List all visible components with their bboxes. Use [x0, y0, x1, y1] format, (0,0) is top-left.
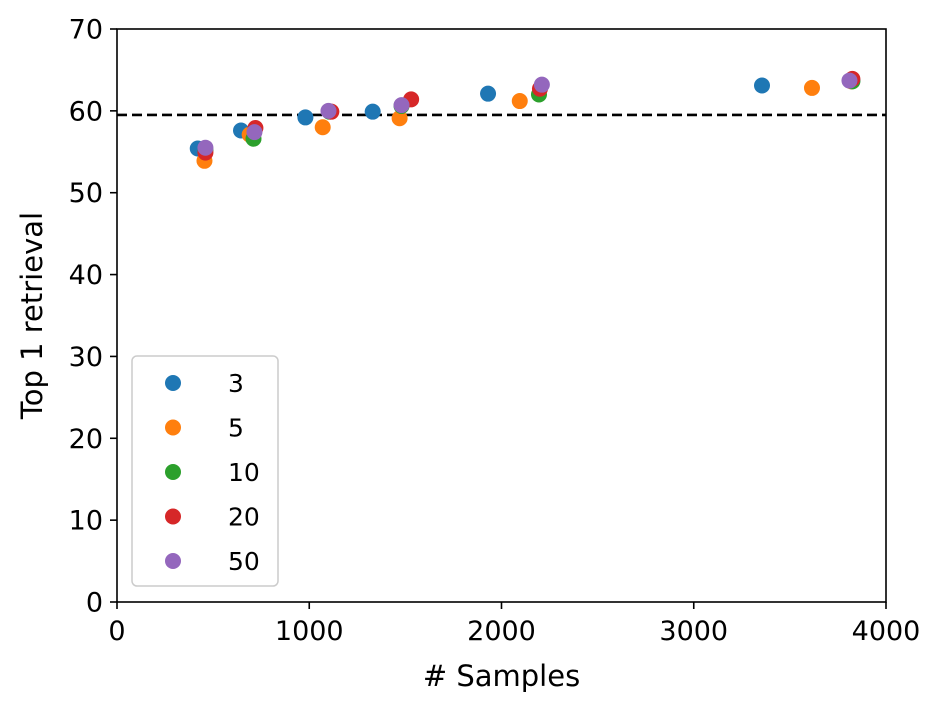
- y-tick-label: 60: [69, 96, 103, 127]
- data-point: [533, 76, 550, 93]
- x-tick-label: 0: [108, 616, 125, 647]
- x-tick-label: 2000: [467, 616, 536, 647]
- legend-box: [131, 355, 279, 587]
- y-tick-label: 10: [69, 506, 103, 537]
- legend-item: 10: [165, 458, 260, 487]
- legend-label: 20: [228, 503, 260, 532]
- data-point: [480, 85, 497, 102]
- y-tick-label: 70: [69, 15, 103, 46]
- legend-item: 3: [165, 369, 244, 398]
- x-axis-ticks: 0 1000 2000 3000 4000: [108, 602, 920, 647]
- y-tick-label: 50: [69, 178, 103, 209]
- legend-label: 3: [228, 369, 244, 398]
- legend-marker: [165, 553, 181, 569]
- data-point: [753, 77, 770, 94]
- y-tick-label: 20: [69, 424, 103, 455]
- legend-marker: [165, 464, 181, 480]
- y-tick-label: 40: [69, 260, 103, 291]
- data-point: [320, 102, 337, 119]
- data-point: [803, 79, 820, 96]
- y-tick-label: 0: [86, 588, 103, 619]
- data-point: [393, 97, 410, 114]
- data-point: [246, 124, 263, 141]
- x-tick-label: 3000: [659, 616, 728, 647]
- legend-item: 5: [165, 414, 244, 443]
- data-point: [511, 93, 528, 110]
- legend-item: 50: [165, 547, 260, 576]
- data-points-layer: [189, 70, 861, 169]
- legend-marker: [165, 419, 181, 436]
- data-point: [314, 119, 331, 136]
- series-50: [197, 72, 858, 156]
- data-point: [364, 103, 381, 120]
- data-point: [841, 72, 858, 89]
- legend-marker: [165, 375, 181, 391]
- legend-label: 10: [228, 458, 260, 487]
- legend-label: 5: [228, 414, 244, 443]
- x-tick-label: 4000: [852, 616, 921, 647]
- data-point: [297, 109, 314, 126]
- data-point: [391, 110, 408, 127]
- x-axis-title: # Samples: [423, 659, 580, 693]
- legend-label: 50: [228, 547, 260, 576]
- data-point: [197, 139, 214, 156]
- legend-marker: [165, 508, 181, 525]
- legend: 3 5 10 20 50: [131, 355, 279, 587]
- y-tick-label: 30: [69, 342, 103, 373]
- y-axis-title: Top 1 retrieval: [15, 212, 49, 420]
- legend-item: 20: [165, 503, 260, 532]
- y-axis-ticks: 0 10 20 30 40 50 60 70: [69, 15, 117, 619]
- x-tick-label: 1000: [275, 616, 344, 647]
